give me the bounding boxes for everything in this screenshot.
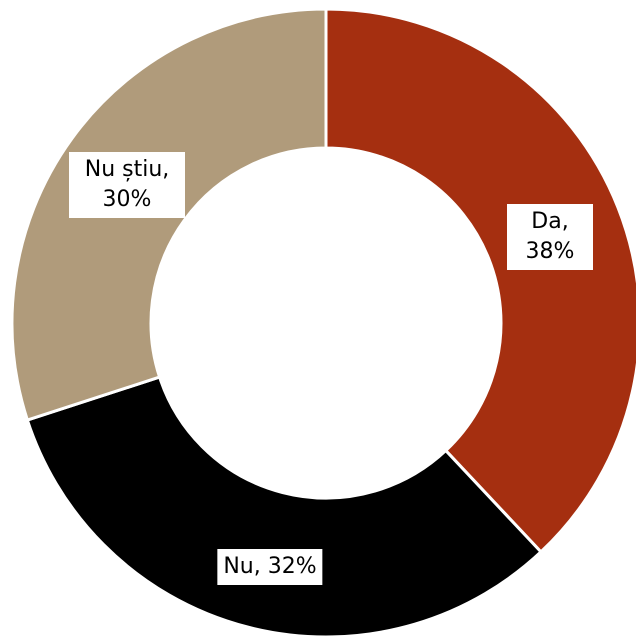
data-label: Nu, 32%	[217, 549, 323, 585]
donut-slice	[25, 375, 544, 636]
data-label: Nu știu, 30%	[69, 152, 185, 218]
data-label: Da, 38%	[507, 204, 593, 270]
donut-slice	[324, 7, 636, 555]
